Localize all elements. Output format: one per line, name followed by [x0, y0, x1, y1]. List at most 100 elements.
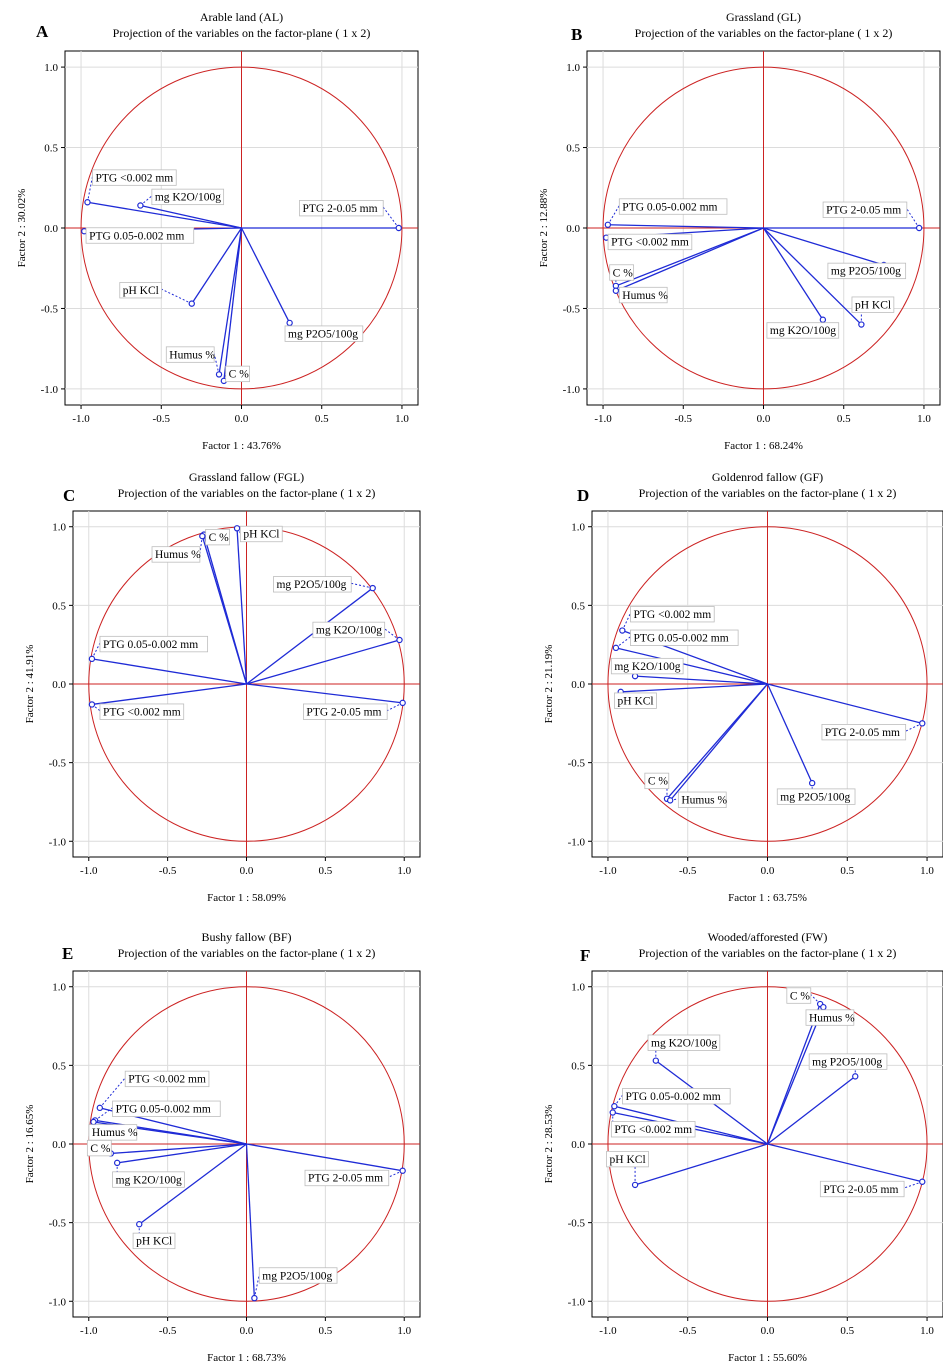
- chart-subtitle: Projection of the variables on the facto…: [639, 946, 897, 960]
- label-leader: [161, 288, 192, 305]
- variable-label-box: [821, 724, 907, 741]
- variable-vector: [240, 227, 291, 324]
- y-tick-label: 1.0: [566, 62, 580, 74]
- variable-point: [90, 1118, 97, 1126]
- variable-label-box: [112, 1171, 185, 1188]
- x-tick-label: -1.0: [80, 865, 98, 877]
- plot-content: PTG <0.002 mm mg K2O/100g PTG 0.05-0.002 m…: [65, 51, 418, 405]
- y-tick-label: 0.5: [52, 1060, 66, 1072]
- variable-label-box: [312, 621, 386, 639]
- variable-label-box: [606, 1150, 649, 1168]
- variable-vector: [138, 1143, 247, 1225]
- variable-point: [915, 224, 923, 232]
- variable-point: [619, 627, 626, 634]
- variable-label-box: [92, 169, 177, 186]
- label-leader: [903, 1181, 923, 1189]
- variable-label: PTG 2-0.05 mm: [823, 1184, 898, 1196]
- variable-label-box: [607, 233, 693, 251]
- variable-point: [666, 797, 674, 804]
- panel-letter: B: [571, 25, 582, 44]
- variable-vector: [607, 224, 764, 229]
- x-tick-label: -0.5: [675, 413, 693, 425]
- chart-subtitle: Projection of the variables on the facto…: [639, 486, 897, 500]
- variable-vector: [246, 683, 403, 704]
- label-leader: [99, 1077, 126, 1109]
- variable-label: C %: [613, 267, 634, 279]
- variable-point: [251, 1294, 258, 1302]
- variable-vector: [201, 535, 248, 685]
- variable-label-box: [273, 576, 352, 593]
- variable-label-box: [766, 322, 840, 339]
- x-tick-label: -0.5: [159, 1325, 177, 1337]
- variable-label-box: [851, 296, 895, 313]
- variable-label-box: [819, 1180, 905, 1198]
- variable-label-box: [151, 188, 225, 206]
- label-leader: [253, 1274, 260, 1299]
- y-tick-label: -0.5: [563, 303, 581, 315]
- chart-title: Wooded/afforested (FW): [708, 930, 828, 944]
- panel-letter: E: [62, 944, 73, 963]
- variable-label: Humus %: [622, 290, 668, 302]
- x-axis-label: Factor 1 : 68.24%: [724, 440, 803, 452]
- variable-label: pH KCl: [855, 299, 891, 311]
- chart-panel-c: C Grassland fallow (FGL) Projection of the…: [24, 470, 421, 904]
- x-tick-label: -0.5: [159, 865, 177, 877]
- variable-label: PTG 0.05-0.002 mm: [103, 639, 198, 651]
- variable-label-box: [99, 635, 209, 653]
- variable-label-box: [239, 525, 283, 543]
- variable-point: [858, 321, 865, 328]
- chart-title: Arable land (AL): [200, 10, 283, 24]
- variable-label: mg P2O5/100g: [831, 266, 901, 278]
- variable-label-box: [827, 262, 907, 280]
- variable-point: [395, 224, 402, 232]
- x-tick-label: -1.0: [80, 1325, 98, 1337]
- variable-point: [808, 779, 816, 787]
- variable-label: C %: [90, 1143, 111, 1155]
- x-tick-label: -1.0: [599, 1325, 617, 1337]
- variable-vector: [91, 658, 247, 685]
- variable-label-box: [99, 703, 185, 720]
- variable-vector: [236, 528, 248, 685]
- x-tick-label: 0.5: [840, 865, 854, 877]
- variable-label-box: [304, 1169, 390, 1187]
- y-tick-label: -1.0: [49, 1296, 67, 1308]
- plot-content: PTG <0.002 mm PTG 0.05-0.002 mm mg K2O/100…: [592, 511, 943, 857]
- variable-label: mg K2O/100g: [614, 661, 680, 673]
- variable-label: PTG 2-0.05 mm: [306, 706, 381, 718]
- variable-point: [631, 672, 639, 680]
- variable-label: PTG 2-0.05 mm: [826, 205, 901, 217]
- variable-label-box: [88, 1124, 138, 1141]
- x-tick-label: -0.5: [153, 413, 171, 425]
- x-tick-label: 0.0: [240, 865, 254, 877]
- y-tick-label: -1.0: [41, 384, 59, 396]
- variable-label: C %: [790, 990, 811, 1002]
- y-tick-label: 0.0: [44, 223, 58, 235]
- variable-label-box: [786, 987, 812, 1004]
- y-tick-label: -0.5: [49, 1218, 67, 1230]
- variable-label: pH KCl: [136, 1236, 172, 1248]
- variable-vector: [762, 227, 824, 321]
- variable-point: [612, 644, 620, 652]
- x-tick-label: 0.0: [761, 865, 775, 877]
- variable-vector: [245, 1143, 256, 1299]
- x-axis-label: Factor 1 : 55.60%: [728, 1352, 807, 1364]
- variable-label: Humus %: [681, 795, 727, 807]
- variable-label: mg P2O5/100g: [780, 791, 850, 803]
- variable-label: PTG 2-0.05 mm: [302, 203, 377, 215]
- variable-vector: [191, 227, 243, 304]
- variable-label: mg K2O/100g: [316, 625, 382, 637]
- panel-letter: F: [580, 946, 590, 965]
- variable-label: mg P2O5/100g: [262, 1270, 332, 1282]
- x-axis-label: Factor 1 : 58.09%: [207, 892, 286, 904]
- plot-content: C % Humus % mg K2O/100g mg P2O5/100g PTG 0.0…: [592, 971, 943, 1317]
- y-tick-label: -1.0: [568, 836, 586, 848]
- label-leader: [384, 628, 400, 641]
- y-tick-label: 0.0: [52, 679, 66, 691]
- variable-label: mg P2O5/100g: [276, 579, 346, 591]
- variable-vector: [246, 639, 400, 685]
- variable-label-box: [609, 264, 635, 281]
- y-tick-label: -1.0: [49, 836, 67, 848]
- x-tick-label: -1.0: [72, 413, 90, 425]
- variable-label: mg K2O/100g: [651, 1037, 717, 1049]
- variable-vector: [615, 227, 764, 292]
